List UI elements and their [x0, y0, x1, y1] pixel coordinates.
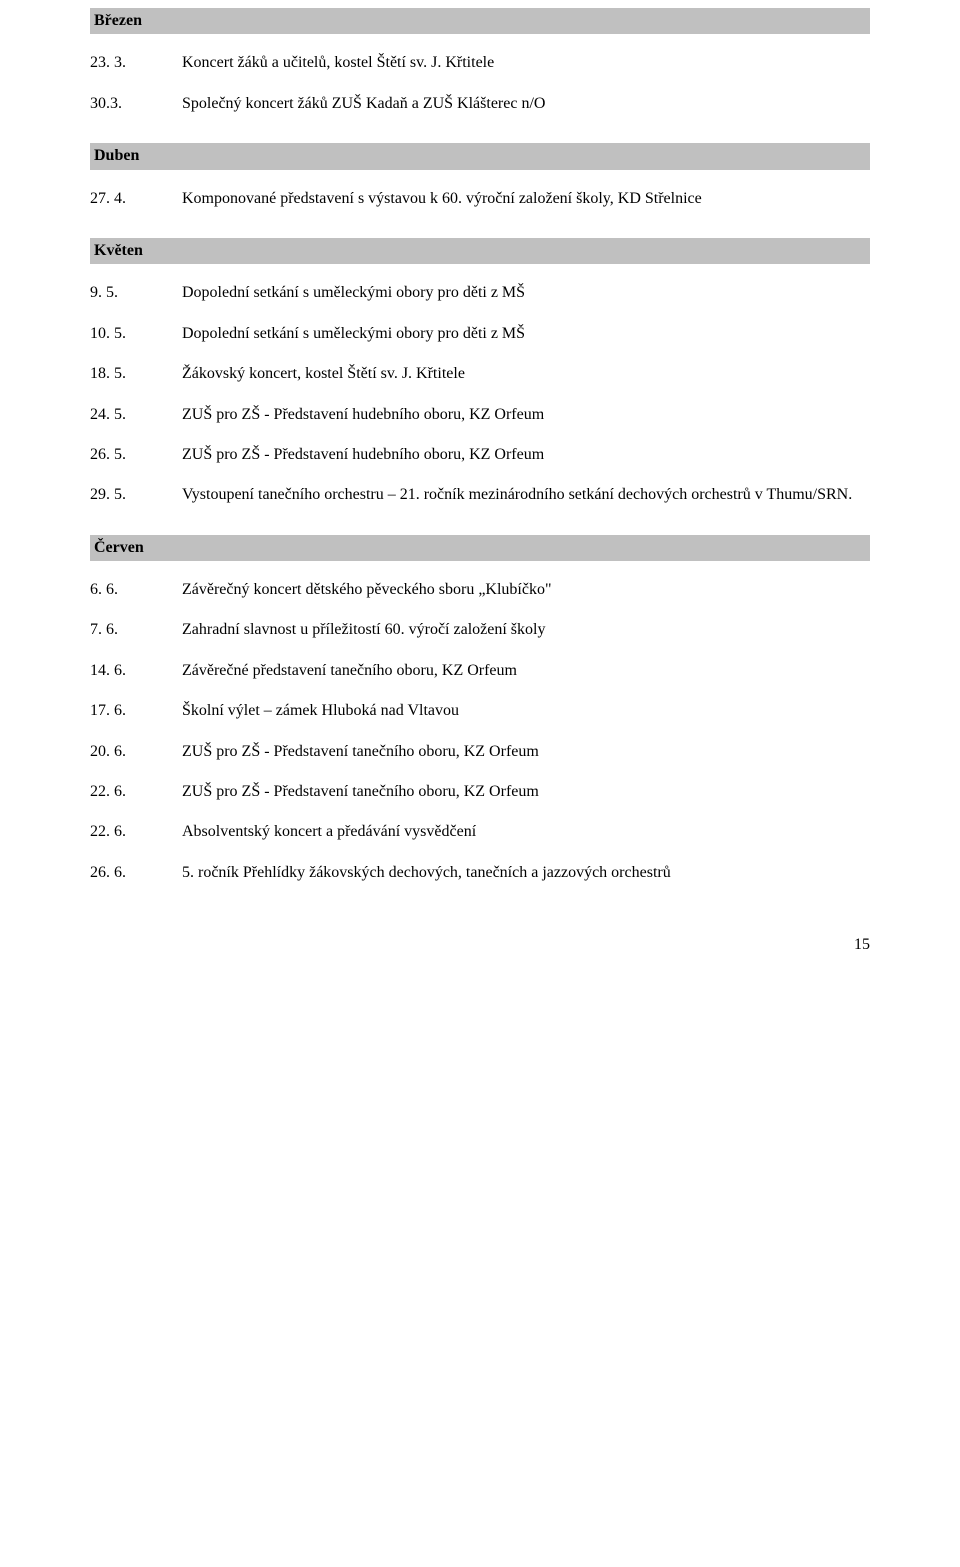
entry-date: 29. 5. — [90, 484, 182, 506]
list-item: 29. 5. Vystoupení tanečního orchestru – … — [90, 484, 870, 506]
list-item: 26. 5. ZUŠ pro ZŠ - Představení hudebníh… — [90, 444, 870, 466]
page-number: 15 — [90, 934, 870, 956]
list-item: 30.3. Společný koncert žáků ZUŠ Kadaň a … — [90, 93, 870, 115]
entry-date: 27. 4. — [90, 188, 182, 210]
entry-date: 20. 6. — [90, 741, 182, 763]
entry-desc: Závěrečný koncert dětského pěveckého sbo… — [182, 579, 870, 601]
list-item: 6. 6. Závěrečný koncert dětského pěvecké… — [90, 579, 870, 601]
list-item: 24. 5. ZUŠ pro ZŠ - Představení hudebníh… — [90, 404, 870, 426]
entry-desc: ZUŠ pro ZŠ - Představení hudebního oboru… — [182, 444, 870, 466]
entry-desc: Koncert žáků a učitelů, kostel Štětí sv.… — [182, 52, 870, 74]
entry-date: 9. 5. — [90, 282, 182, 304]
entry-desc: Vystoupení tanečního orchestru – 21. roč… — [182, 484, 870, 506]
entry-desc: Dopolední setkání s uměleckými obory pro… — [182, 282, 870, 304]
entry-date: 7. 6. — [90, 619, 182, 641]
entry-date: 22. 6. — [90, 821, 182, 843]
entry-date: 14. 6. — [90, 660, 182, 682]
list-item: 27. 4. Komponované představení s výstavo… — [90, 188, 870, 210]
entry-desc: Komponované představení s výstavou k 60.… — [182, 188, 870, 210]
month-heading-brezen: Březen — [90, 8, 870, 34]
entry-date: 24. 5. — [90, 404, 182, 426]
month-heading-kveten: Květen — [90, 238, 870, 264]
entry-date: 26. 6. — [90, 862, 182, 884]
list-item: 26. 6. 5. ročník Přehlídky žákovských de… — [90, 862, 870, 884]
entry-desc: Dopolední setkání s uměleckými obory pro… — [182, 323, 870, 345]
list-item: 20. 6. ZUŠ pro ZŠ - Představení tanečníh… — [90, 741, 870, 763]
entry-date: 6. 6. — [90, 579, 182, 601]
entry-date: 10. 5. — [90, 323, 182, 345]
entry-desc: Žákovský koncert, kostel Štětí sv. J. Kř… — [182, 363, 870, 385]
entry-desc: Společný koncert žáků ZUŠ Kadaň a ZUŠ Kl… — [182, 93, 870, 115]
list-item: 18. 5. Žákovský koncert, kostel Štětí sv… — [90, 363, 870, 385]
list-item: 7. 6. Zahradní slavnost u příležitostí 6… — [90, 619, 870, 641]
entry-desc: Zahradní slavnost u příležitostí 60. výr… — [182, 619, 870, 641]
entry-date: 23. 3. — [90, 52, 182, 74]
entry-desc: Absolventský koncert a předávání vysvědč… — [182, 821, 870, 843]
entry-date: 17. 6. — [90, 700, 182, 722]
entry-desc: 5. ročník Přehlídky žákovských dechových… — [182, 862, 870, 884]
entry-desc: Závěrečné představení tanečního oboru, K… — [182, 660, 870, 682]
entry-date: 22. 6. — [90, 781, 182, 803]
entry-desc: ZUŠ pro ZŠ - Představení tanečního oboru… — [182, 741, 870, 763]
entry-desc: ZUŠ pro ZŠ - Představení tanečního oboru… — [182, 781, 870, 803]
entry-date: 30.3. — [90, 93, 182, 115]
entry-desc: Školní výlet – zámek Hluboká nad Vltavou — [182, 700, 870, 722]
list-item: 22. 6. ZUŠ pro ZŠ - Představení tanečníh… — [90, 781, 870, 803]
list-item: 22. 6. Absolventský koncert a předávání … — [90, 821, 870, 843]
entry-date: 26. 5. — [90, 444, 182, 466]
list-item: 17. 6. Školní výlet – zámek Hluboká nad … — [90, 700, 870, 722]
list-item: 23. 3. Koncert žáků a učitelů, kostel Št… — [90, 52, 870, 74]
month-heading-duben: Duben — [90, 143, 870, 169]
entry-desc: ZUŠ pro ZŠ - Představení hudebního oboru… — [182, 404, 870, 426]
list-item: 10. 5. Dopolední setkání s uměleckými ob… — [90, 323, 870, 345]
list-item: 9. 5. Dopolední setkání s uměleckými obo… — [90, 282, 870, 304]
list-item: 14. 6. Závěrečné představení tanečního o… — [90, 660, 870, 682]
month-heading-cerven: Červen — [90, 535, 870, 561]
entry-date: 18. 5. — [90, 363, 182, 385]
